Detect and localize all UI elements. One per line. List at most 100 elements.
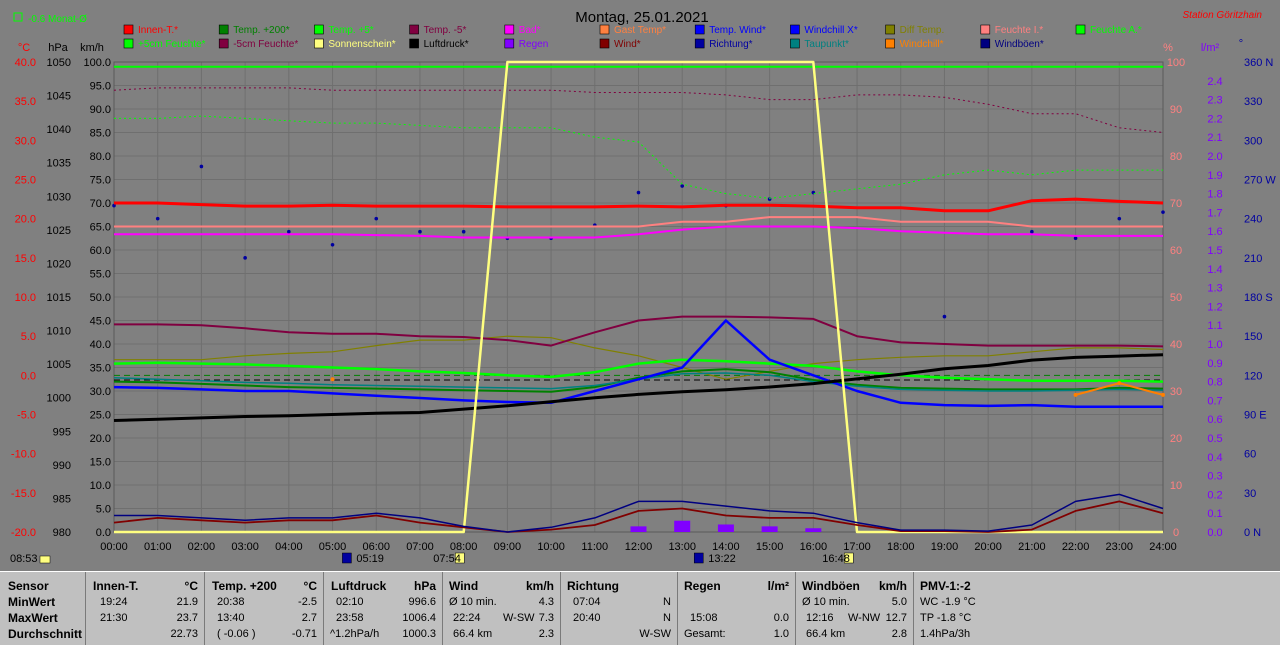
stats-innen: Innen-T. °C 19:24 21.9 21:30 23.7 22.73 xyxy=(86,572,205,645)
hpa-tick-label: 1025 xyxy=(47,225,71,237)
sunset-icon xyxy=(844,552,854,564)
percent-tick-label: 10 xyxy=(1170,480,1182,492)
stats-temp200-max: 2.7 xyxy=(301,612,317,624)
moonrise-time: 05:19 xyxy=(356,553,384,565)
kmh-tick-label: 80.0 xyxy=(90,151,111,163)
legend-swatch xyxy=(694,38,705,49)
wind-direction-point xyxy=(1073,236,1078,241)
stats-richtung-avg: W-SW xyxy=(639,628,671,640)
kmh-tick-label: 100.0 xyxy=(83,57,111,69)
direction-tick-label: 30 xyxy=(1244,488,1256,500)
rain-tick-label: 0.3 xyxy=(1207,471,1222,483)
axis-unit-direction: ° xyxy=(1239,38,1243,50)
time-tick-label: 08:00 xyxy=(450,541,478,553)
stats-temp200-unit: °C xyxy=(303,579,317,593)
rain-tick-label: 1.3 xyxy=(1207,283,1222,295)
stats-regen-title: Regen xyxy=(684,579,721,593)
stats-druck-avg: 1000.3 xyxy=(402,628,436,640)
wind-direction-point xyxy=(199,164,204,169)
hpa-tick-label: 985 xyxy=(53,493,71,505)
kmh-tick-label: 65.0 xyxy=(90,222,111,234)
time-tick-label: 04:00 xyxy=(275,541,303,553)
rain-tick-label: 1.5 xyxy=(1207,245,1222,257)
weather-chart: -0.6 Monat-Ø Montag, 25.01.2021 Station … xyxy=(10,9,1277,565)
stats-pmv-max: TP -1.8 °C xyxy=(920,612,972,624)
percent-tick-label: 70 xyxy=(1170,198,1182,210)
legend-label: Windchill* xyxy=(900,39,944,50)
stats-richtung-min-time: 07:04 xyxy=(573,596,601,608)
axis-unit-rain: l/m² xyxy=(1201,42,1220,54)
hpa-tick-label: 1030 xyxy=(47,191,71,203)
stats-druck-title: Luftdruck xyxy=(331,579,387,593)
direction-tick-label: 360 N xyxy=(1244,57,1273,69)
wind-direction-point xyxy=(287,229,291,234)
legend-label: Wind* xyxy=(614,39,641,50)
kmh-tick-label: 5.0 xyxy=(96,504,111,516)
legend-label: Temp. +5* xyxy=(328,25,373,36)
series-wind xyxy=(113,500,1164,533)
stats-wind-max-time: 22:24 xyxy=(453,612,481,624)
stats-druck-max-time: 23:58 xyxy=(336,612,364,624)
time-tick-label: 21:00 xyxy=(1018,541,1046,553)
stats-temp200-title: Temp. +200 xyxy=(212,579,277,593)
moonrise-icon xyxy=(342,552,352,564)
rain-tick-label: 2.2 xyxy=(1207,113,1222,125)
percent-tick-label: 80 xyxy=(1170,151,1182,163)
rain-tick-label: 1.8 xyxy=(1207,189,1222,201)
wind-direction-point xyxy=(418,229,422,234)
legend-label: Diff Temp. xyxy=(900,25,945,36)
direction-tick-label: 330 xyxy=(1244,96,1262,108)
stats-wind-avg: 2.3 xyxy=(538,628,554,640)
stats-regen-avg-label: Gesamt: xyxy=(684,628,726,640)
hpa-tick-label: 1020 xyxy=(47,258,71,270)
percent-tick-label: 90 xyxy=(1170,104,1182,116)
kmh-tick-label: 10.0 xyxy=(90,480,111,492)
legend-label: Richtung* xyxy=(709,39,752,50)
stats-boeen-min: 5.0 xyxy=(891,596,907,608)
legend-swatch xyxy=(504,38,515,49)
time-tick-label: 13:00 xyxy=(668,541,696,553)
rain-tick-label: 0.5 xyxy=(1207,433,1222,445)
time-tick-label: 11:00 xyxy=(581,541,608,553)
rain-tick-label: 1.0 xyxy=(1207,339,1222,351)
wind-direction-point xyxy=(374,216,379,221)
series-feuchteI xyxy=(114,216,1163,228)
axis-unit-kmh: km/h xyxy=(80,42,104,54)
rain-bar xyxy=(805,528,822,532)
hpa-tick-label: 1045 xyxy=(47,91,71,103)
direction-tick-label: 300 xyxy=(1244,135,1262,147)
axis-labels: 40.0 35.0 30.0 25.0 20.0 15.0 10.0 5.0 0.0 -5.0 -1… xyxy=(11,57,1276,553)
stats-wind-title: Wind xyxy=(449,579,479,593)
legend-label: Temp. +200* xyxy=(233,25,290,36)
stats-wind-avg-label: 66.4 km xyxy=(453,628,493,640)
time-tick-label: 18:00 xyxy=(887,541,915,553)
celsius-tick-label: 15.0 xyxy=(15,253,36,265)
stats-temp200-min: -2.5 xyxy=(298,596,317,608)
wind-direction-point xyxy=(680,184,685,188)
legend-swatch xyxy=(314,38,324,49)
celsius-tick-label: 20.0 xyxy=(15,214,36,226)
stats-druck-avg-note: ^1.2hPa/h xyxy=(330,628,380,640)
statistics-panel: Sensor MinWert MaxWert Durchschnitt Inne… xyxy=(0,571,1280,645)
rain-tick-label: 1.6 xyxy=(1207,226,1222,238)
hpa-tick-label: 1040 xyxy=(47,124,71,136)
axis-unit-percent: % xyxy=(1163,42,1173,54)
chart-title: Montag, 25.01.2021 xyxy=(575,9,708,26)
stats-boeen-max-time: 12:16 xyxy=(806,612,834,624)
stats-row-labels: Sensor MinWert MaxWert Durchschnitt xyxy=(0,572,86,645)
moonset-time: 13:22 xyxy=(708,553,736,565)
time-tick-label: 02:00 xyxy=(188,541,216,553)
stats-wind: Wind km/h Ø 10 min. 4.3 22:24 W-SW 7.3 66.4 … xyxy=(443,572,561,645)
station-name: Station Göritzhain xyxy=(1183,10,1263,21)
stats-wind-min: 4.3 xyxy=(538,596,554,608)
axis-unit-celsius: °C xyxy=(18,42,30,54)
hpa-tick-label: 1015 xyxy=(47,292,71,304)
legend-label: Feuchte I.* xyxy=(995,25,1043,36)
legend-label: Bad* xyxy=(519,25,541,36)
direction-tick-label: 240 xyxy=(1244,214,1262,226)
celsius-tick-label: 40.0 xyxy=(15,57,36,69)
stats-innen-title: Innen-T. xyxy=(93,579,139,593)
wind-direction-point xyxy=(461,229,466,234)
legend-swatch xyxy=(218,38,229,49)
direction-tick-label: 90 E xyxy=(1244,410,1267,422)
